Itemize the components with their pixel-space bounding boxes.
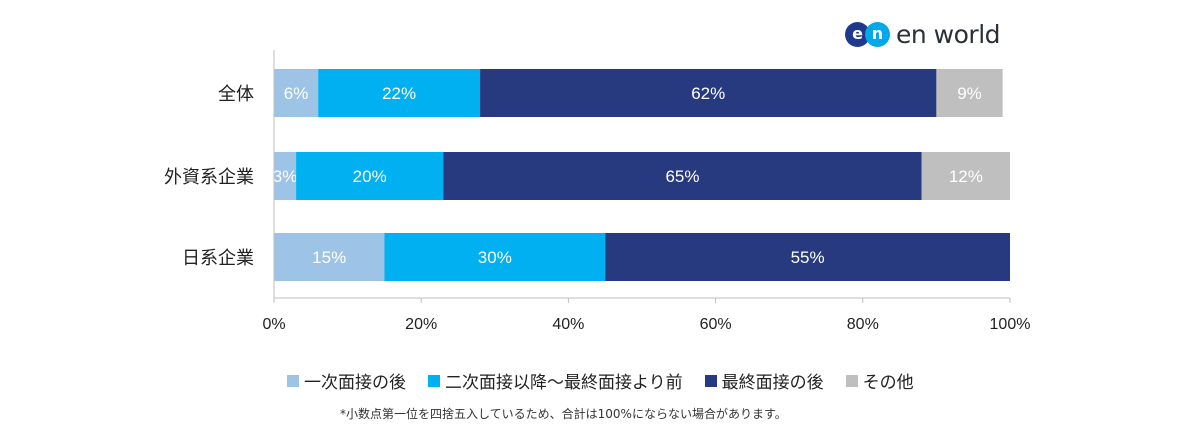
bar-segment [480, 69, 937, 117]
data-label: 15% [312, 248, 346, 267]
legend-item-second-to-final: 二次面接以降〜最終面接より前 [428, 368, 683, 393]
x-tick-label: 60% [700, 316, 732, 333]
footnote: *小数点第一位を四捨五入しているため、合計は100%にならない場合があります。 [340, 407, 787, 421]
data-label: 30% [478, 248, 512, 267]
legend-swatch [845, 374, 858, 387]
data-label: 6% [284, 84, 309, 103]
bar-segment [274, 69, 319, 117]
data-label: 3% [273, 167, 298, 186]
category-label: 日系企業 [182, 248, 254, 269]
legend-label: 二次面接以降〜最終面接より前 [445, 373, 683, 393]
legend-label: 最終面接の後 [721, 373, 824, 393]
x-tick-label: 0% [262, 316, 285, 333]
logo-badge-n: n [865, 21, 890, 47]
bar-segment [443, 152, 922, 200]
enworld-logo: e n en world [845, 18, 1001, 50]
category-label: 外資系企業 [164, 167, 254, 188]
legend-item-other: その他 [845, 368, 914, 393]
logo-badge: e n [845, 21, 890, 47]
legend-swatch [287, 374, 299, 387]
x-tick-label: 100% [990, 316, 1031, 333]
bar-segment [274, 233, 385, 281]
legend-label: その他 [862, 373, 914, 393]
bar-segment [605, 233, 1010, 281]
category-label: 全体 [218, 84, 254, 105]
data-label: 65% [665, 167, 699, 186]
bar-segment [274, 152, 297, 200]
data-label: 12% [949, 167, 983, 186]
bar-segment [296, 152, 444, 200]
data-label: 62% [691, 84, 725, 103]
x-tick-label: 20% [405, 316, 437, 333]
legend-item-first-interview: 一次面接の後 [287, 368, 406, 393]
bar-segment [318, 69, 481, 117]
x-tick-label: 80% [847, 316, 879, 333]
data-label: 55% [791, 248, 825, 267]
data-label: 9% [957, 84, 982, 103]
legend-item-after-final: 最終面接の後 [704, 368, 824, 393]
bar-segment [384, 233, 606, 281]
legend-swatch [704, 374, 717, 387]
legend-swatch [428, 374, 440, 387]
bar-segment [921, 152, 1010, 200]
data-label: 20% [353, 167, 387, 186]
x-tick-label: 40% [552, 316, 584, 333]
chart-legend: 一次面接の後 二次面接以降〜最終面接より前 最終面接の後 その他 [287, 368, 936, 393]
logo-text: en world [896, 19, 1001, 49]
legend-label: 一次面接の後 [304, 373, 406, 393]
bar-segment [936, 69, 1003, 117]
data-label: 22% [382, 84, 416, 103]
